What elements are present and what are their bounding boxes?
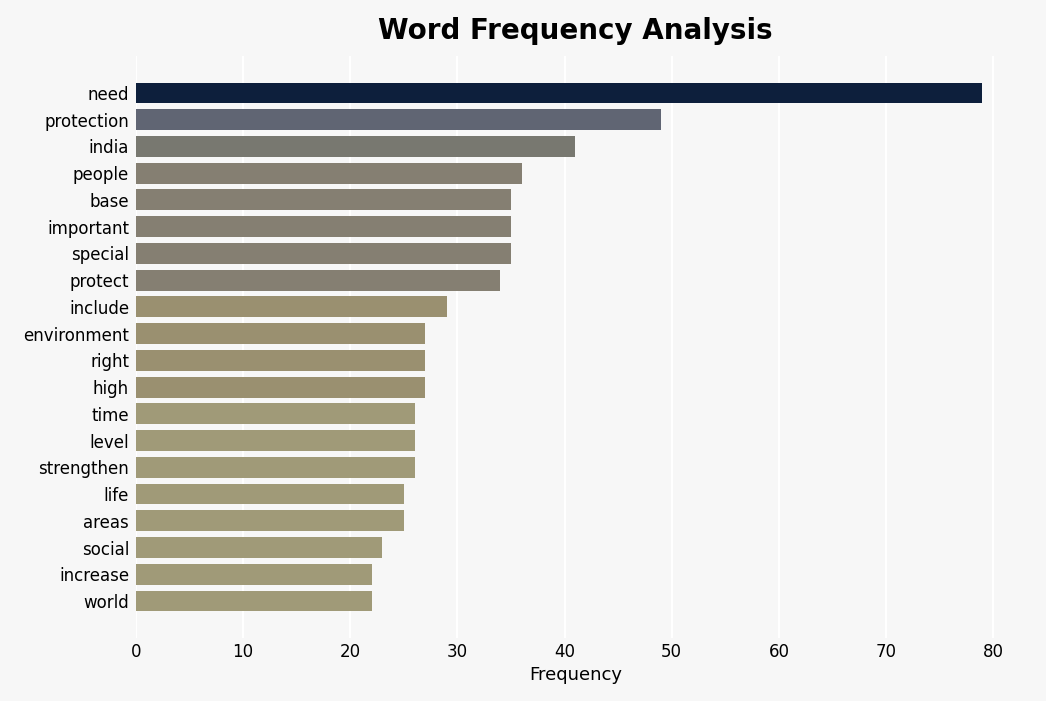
Bar: [136, 270, 500, 291]
X-axis label: Frequency: Frequency: [529, 667, 621, 684]
Bar: [136, 350, 426, 371]
Title: Word Frequency Analysis: Word Frequency Analysis: [378, 18, 773, 46]
Bar: [136, 537, 383, 558]
Bar: [136, 163, 522, 184]
Bar: [136, 109, 661, 130]
Bar: [136, 376, 426, 397]
Bar: [136, 323, 426, 344]
Bar: [136, 510, 404, 531]
Bar: [136, 430, 414, 451]
Bar: [136, 189, 511, 210]
Bar: [136, 591, 371, 611]
Bar: [136, 243, 511, 264]
Bar: [136, 297, 447, 318]
Bar: [136, 216, 511, 237]
Bar: [136, 403, 414, 424]
Bar: [136, 83, 982, 103]
Bar: [136, 136, 575, 157]
Bar: [136, 564, 371, 585]
Bar: [136, 484, 404, 505]
Bar: [136, 457, 414, 478]
